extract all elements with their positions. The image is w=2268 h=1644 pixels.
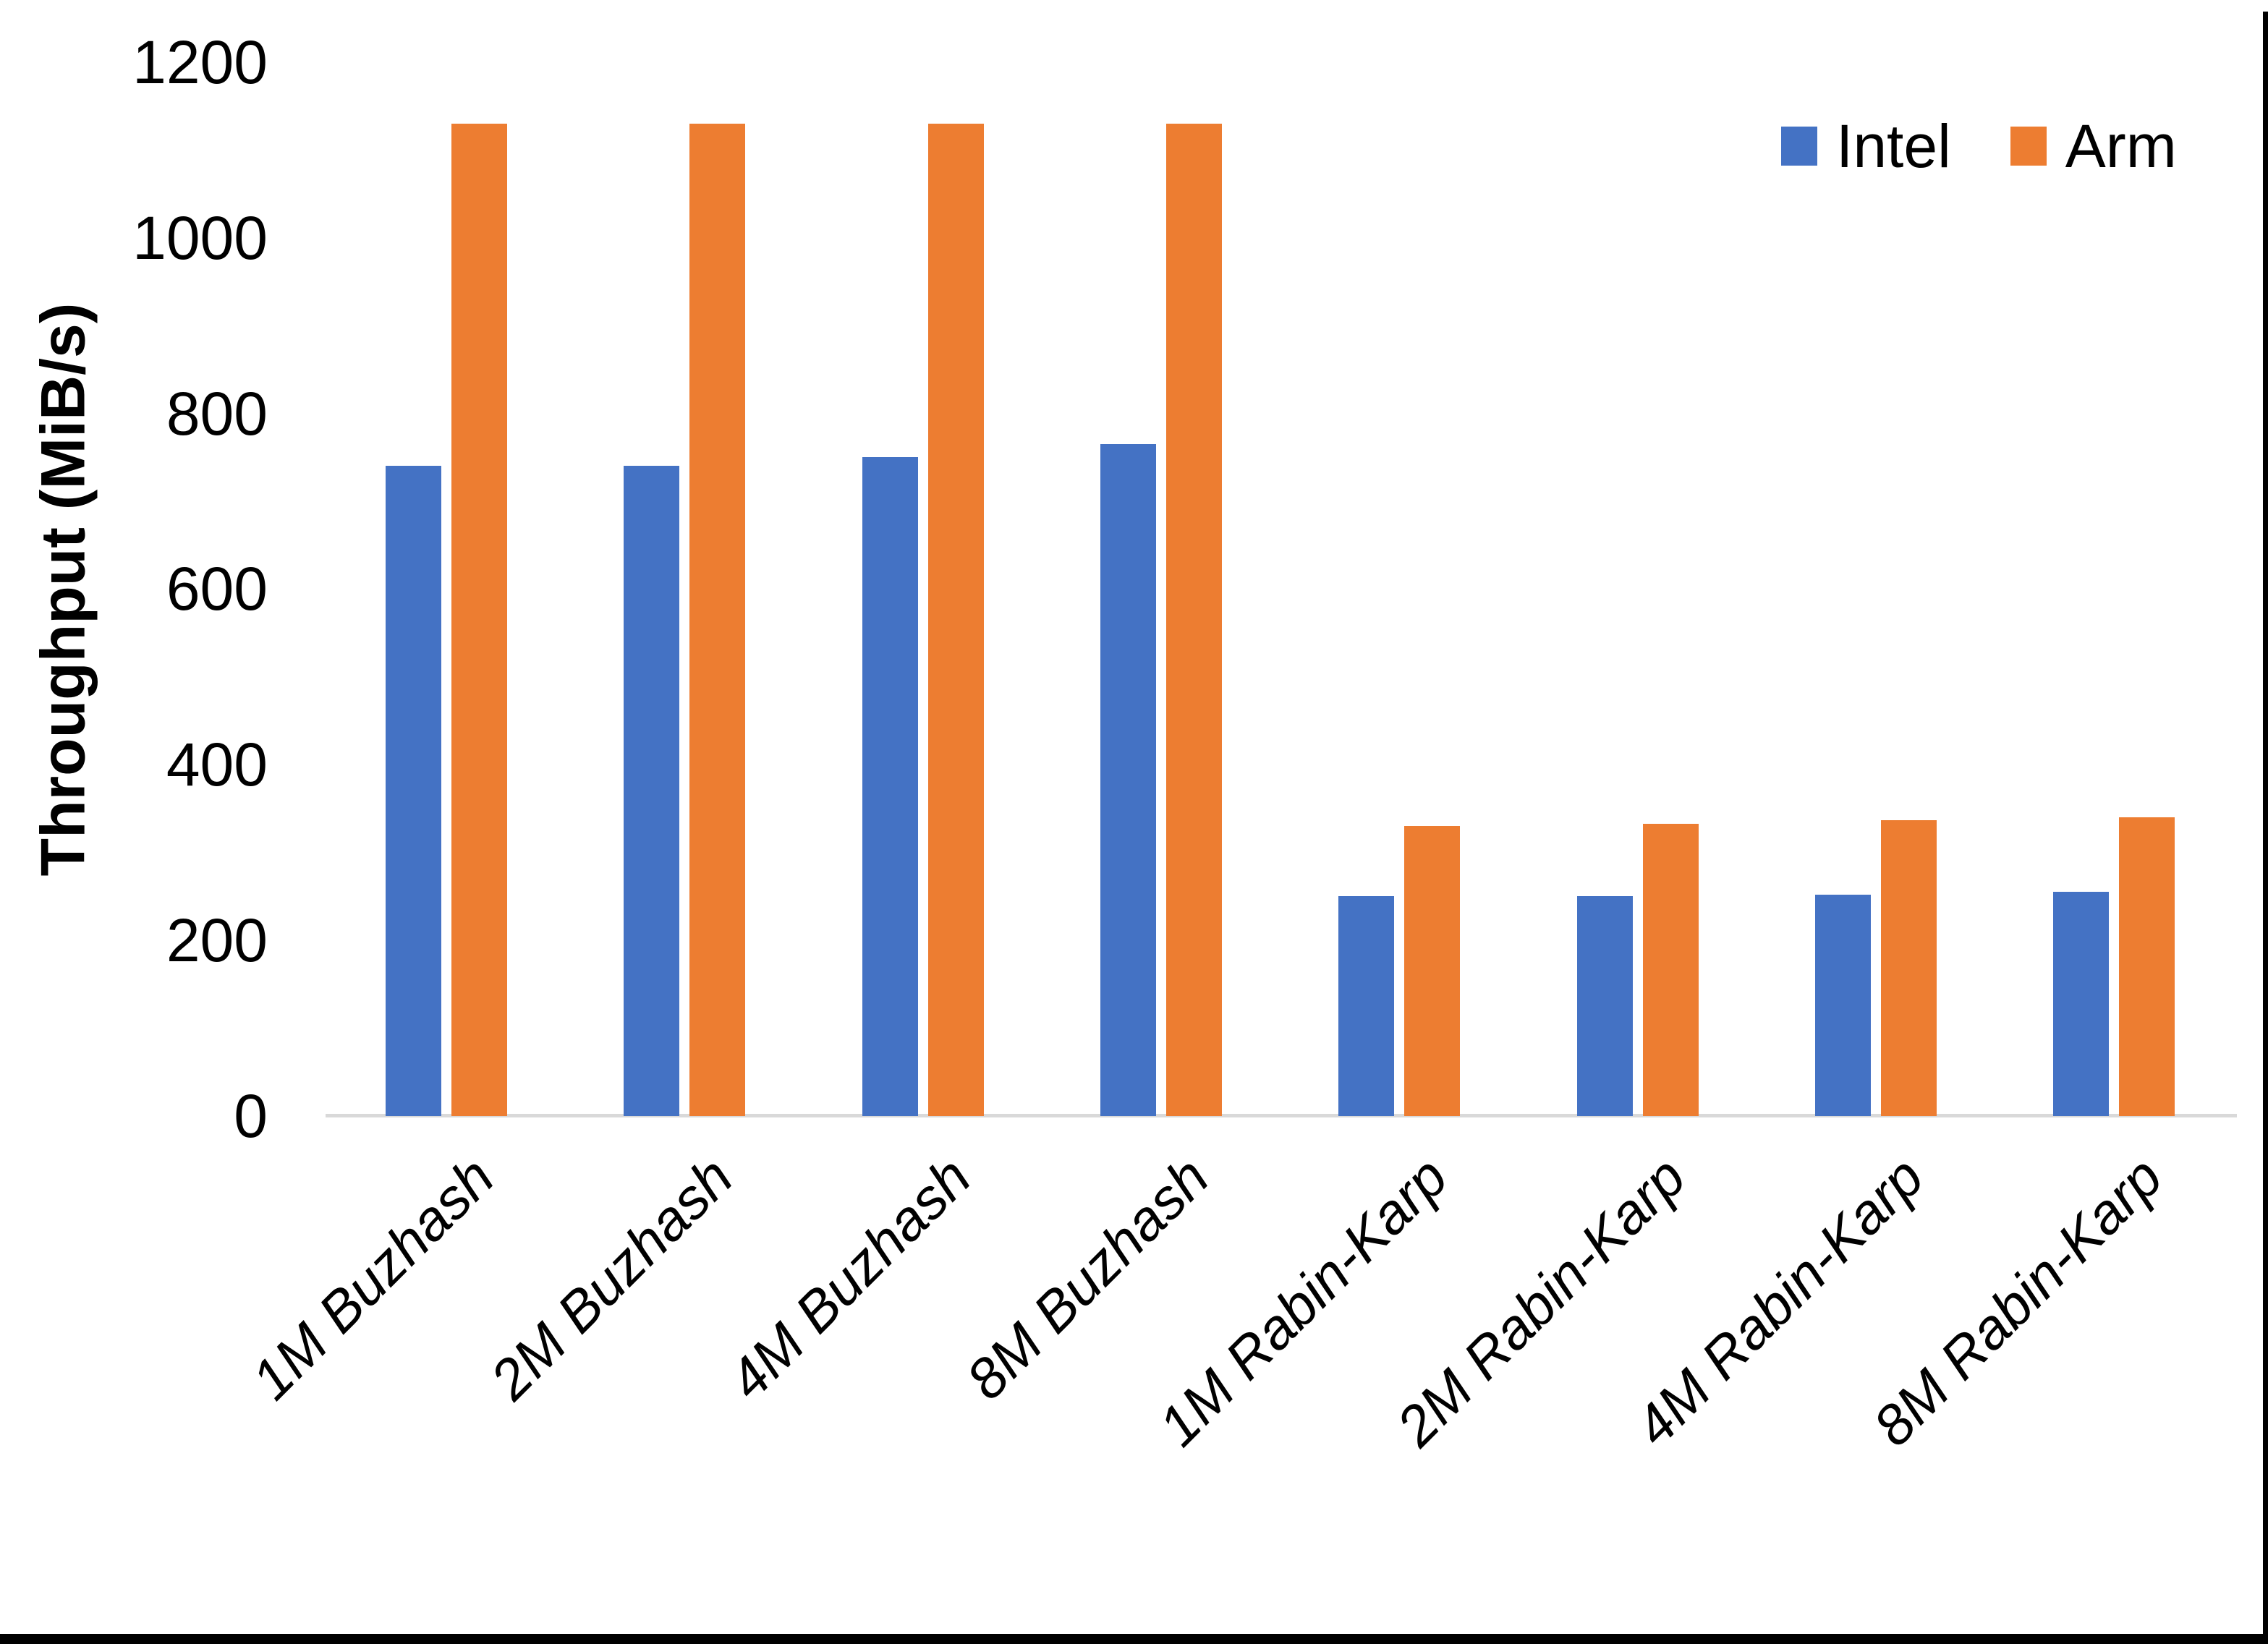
legend-swatch-arm	[2010, 127, 2047, 166]
bar-arm-1m-rabin-karp	[1404, 826, 1461, 1116]
x-axis-line	[326, 1114, 2237, 1117]
bar-intel-8m-buzhash	[1100, 444, 1156, 1116]
bar-intel-2m-buzhash	[624, 466, 680, 1116]
bar-intel-4m-buzhash	[862, 457, 918, 1116]
bar-intel-8m-rabin-karp	[2053, 892, 2110, 1116]
x-category-label-8m-buzhash: 8M Buzhash	[954, 1144, 1221, 1412]
bar-intel-4m-rabin-karp	[1814, 895, 1871, 1116]
bar-arm-2m-rabin-karp	[1642, 823, 1699, 1116]
picture-border-right	[2263, 12, 2268, 1644]
bar-arm-8m-rabin-karp	[2119, 817, 2175, 1116]
legend-swatch-intel	[1781, 127, 1817, 166]
legend: Intel Arm	[1781, 116, 2177, 176]
y-tick-label-1200: 1200	[132, 27, 268, 96]
y-tick-label-1000: 1000	[132, 203, 268, 272]
x-category-label-1m-buzhash: 1M Buzhash	[239, 1144, 506, 1412]
legend-item-intel: Intel	[1781, 116, 1951, 176]
bar-arm-8m-buzhash	[1165, 123, 1222, 1116]
bar-arm-4m-buzhash	[927, 123, 984, 1116]
x-category-label-4m-buzhash: 4M Buzhash	[715, 1144, 983, 1412]
y-tick-label-600: 600	[166, 555, 268, 623]
y-tick-label-200: 200	[166, 906, 268, 975]
bar-arm-4m-rabin-karp	[1880, 819, 1937, 1116]
legend-item-arm: Arm	[2010, 116, 2177, 176]
y-tick-label-0: 0	[234, 1082, 268, 1150]
legend-label-arm: Arm	[2065, 112, 2177, 180]
bar-arm-1m-buzhash	[451, 123, 507, 1116]
picture-border-bottom	[0, 1634, 2268, 1644]
bar-arm-2m-buzhash	[689, 123, 746, 1116]
y-tick-label-400: 400	[166, 731, 268, 799]
bar-intel-2m-rabin-karp	[1576, 896, 1633, 1116]
bar-intel-1m-rabin-karp	[1338, 896, 1395, 1116]
y-tick-label-800: 800	[166, 379, 268, 448]
legend-label-intel: Intel	[1836, 112, 1951, 180]
x-category-label-2m-buzhash: 2M Buzhash	[477, 1144, 745, 1412]
bar-intel-1m-buzhash	[386, 466, 441, 1116]
